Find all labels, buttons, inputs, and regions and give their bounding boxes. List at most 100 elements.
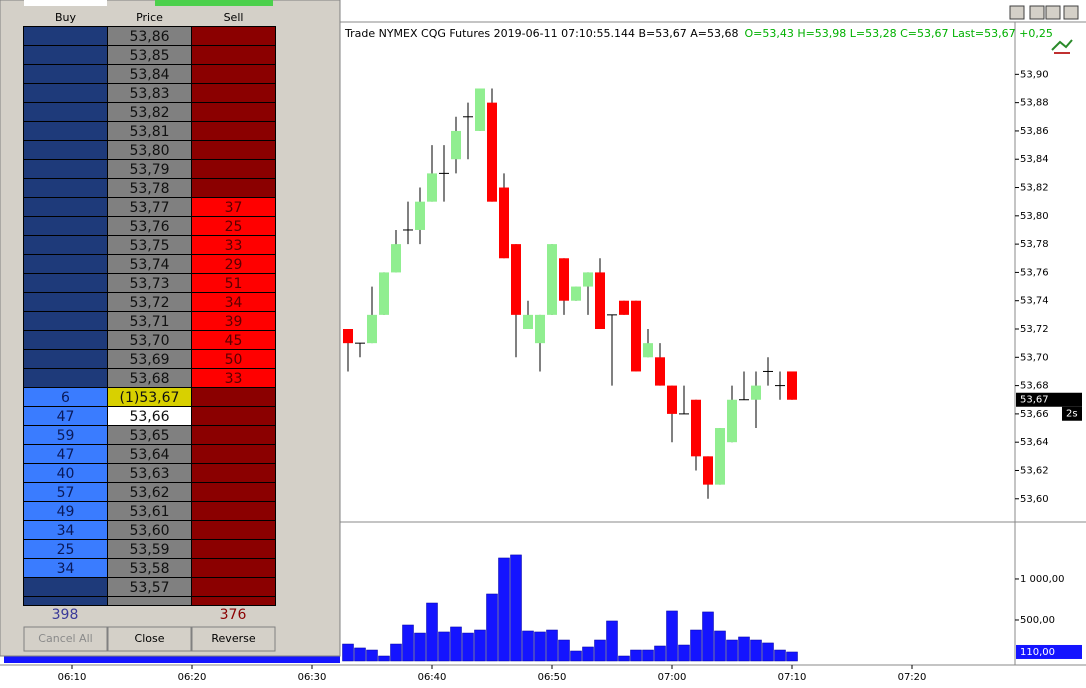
sell-cell[interactable] — [192, 445, 275, 463]
sell-cell[interactable] — [192, 65, 275, 83]
sell-cell[interactable] — [192, 502, 275, 520]
close-button[interactable] — [1063, 5, 1079, 20]
buy-cell[interactable] — [24, 312, 107, 330]
sell-cell[interactable] — [192, 350, 275, 368]
sell-cell[interactable] — [192, 27, 275, 45]
buy-cell[interactable] — [24, 198, 107, 216]
volume-bar — [402, 624, 414, 662]
sell-cell[interactable] — [192, 122, 275, 140]
sell-cell[interactable] — [192, 521, 275, 539]
buy-cell[interactable] — [24, 27, 107, 45]
sell-cell[interactable] — [192, 293, 275, 311]
candle-body — [523, 314, 533, 330]
buy-cell[interactable] — [24, 369, 107, 387]
sell-cell[interactable] — [192, 274, 275, 292]
column-header: Buy — [55, 11, 77, 24]
buy-cell[interactable] — [24, 141, 107, 159]
sell-cell[interactable] — [192, 483, 275, 501]
window-controls[interactable] — [1009, 5, 1079, 20]
buy-cell[interactable] — [24, 559, 107, 577]
sell-qty: 34 — [225, 295, 243, 311]
buy-cell[interactable] — [24, 293, 107, 311]
sell-cell[interactable] — [192, 426, 275, 444]
sell-qty: 33 — [225, 371, 243, 387]
button[interactable] — [23, 626, 108, 652]
button-label[interactable]: Cancel All — [38, 632, 92, 645]
y-tick-label: 53,82 — [1020, 183, 1049, 194]
price-cell — [108, 179, 191, 197]
buy-qty: 47 — [57, 447, 75, 463]
buy-cell[interactable] — [24, 445, 107, 463]
minimize-button[interactable] — [1029, 5, 1045, 20]
buy-cell[interactable] — [24, 540, 107, 558]
buy-cell[interactable] — [24, 502, 107, 520]
sell-cell[interactable] — [192, 103, 275, 121]
button-label[interactable]: Close — [135, 632, 165, 645]
buy-cell[interactable] — [24, 236, 107, 254]
buy-cell[interactable] — [24, 84, 107, 102]
chart-header: Trade NYMEX CQG Futures 2019-06-11 07:10… — [344, 27, 1053, 40]
maximize-button[interactable] — [1045, 5, 1061, 20]
sell-cell[interactable] — [192, 84, 275, 102]
buy-cell[interactable] — [24, 407, 107, 425]
column-header: Price — [136, 11, 163, 24]
buy-cell[interactable] — [24, 483, 107, 501]
buy-qty: 25 — [57, 542, 75, 558]
buy-cell[interactable] — [24, 350, 107, 368]
y-tick-label: 53,62 — [1020, 465, 1049, 476]
sell-cell[interactable] — [192, 388, 275, 406]
price-cell — [108, 597, 191, 605]
buy-cell[interactable] — [24, 521, 107, 539]
last-age-label: 2s — [1066, 409, 1078, 420]
buy-cell[interactable] — [24, 46, 107, 64]
buy-cell[interactable] — [24, 331, 107, 349]
buy-cell[interactable] — [24, 65, 107, 83]
sell-cell[interactable] — [192, 141, 275, 159]
button[interactable] — [191, 626, 276, 652]
sell-cell[interactable] — [192, 464, 275, 482]
candle-body — [691, 399, 701, 457]
total-sell: 376 — [220, 607, 247, 623]
sell-cell[interactable] — [192, 236, 275, 254]
buy-cell[interactable] — [24, 122, 107, 140]
button[interactable] — [107, 626, 192, 652]
buy-cell[interactable] — [24, 388, 107, 406]
buy-cell[interactable] — [24, 217, 107, 235]
candle-body — [391, 244, 401, 273]
sell-cell[interactable] — [192, 559, 275, 577]
sell-cell[interactable] — [192, 46, 275, 64]
price-label: 53,68 — [129, 371, 169, 387]
sell-cell[interactable] — [192, 578, 275, 596]
buy-cell[interactable] — [24, 274, 107, 292]
sell-cell[interactable] — [192, 179, 275, 197]
price-label: 53,80 — [129, 143, 169, 159]
buy-cell[interactable] — [24, 179, 107, 197]
buy-cell[interactable] — [24, 464, 107, 482]
price-cell — [108, 198, 191, 216]
candle-body — [607, 314, 617, 316]
volume-bar — [726, 639, 738, 662]
sell-cell[interactable] — [192, 407, 275, 425]
volume-bar — [774, 649, 786, 662]
sell-cell[interactable] — [192, 217, 275, 235]
sell-cell[interactable] — [192, 198, 275, 216]
volume-bar — [618, 655, 630, 662]
volume-bar — [558, 639, 570, 662]
buy-cell[interactable] — [24, 426, 107, 444]
buy-cell[interactable] — [24, 103, 107, 121]
sell-cell[interactable] — [192, 160, 275, 178]
price-cell — [108, 160, 191, 178]
restore-button[interactable] — [1009, 5, 1025, 20]
indicator-icon[interactable] — [1051, 39, 1073, 54]
sell-cell[interactable] — [192, 540, 275, 558]
buy-cell[interactable] — [24, 578, 107, 596]
buy-cell[interactable] — [24, 160, 107, 178]
sell-cell[interactable] — [192, 331, 275, 349]
button-label[interactable]: Reverse — [211, 632, 255, 645]
price-cell — [108, 141, 191, 159]
sell-cell[interactable] — [192, 312, 275, 330]
buy-cell[interactable] — [24, 255, 107, 273]
sell-cell[interactable] — [192, 369, 275, 387]
x-tick-label: 06:50 — [538, 672, 567, 683]
sell-cell[interactable] — [192, 255, 275, 273]
